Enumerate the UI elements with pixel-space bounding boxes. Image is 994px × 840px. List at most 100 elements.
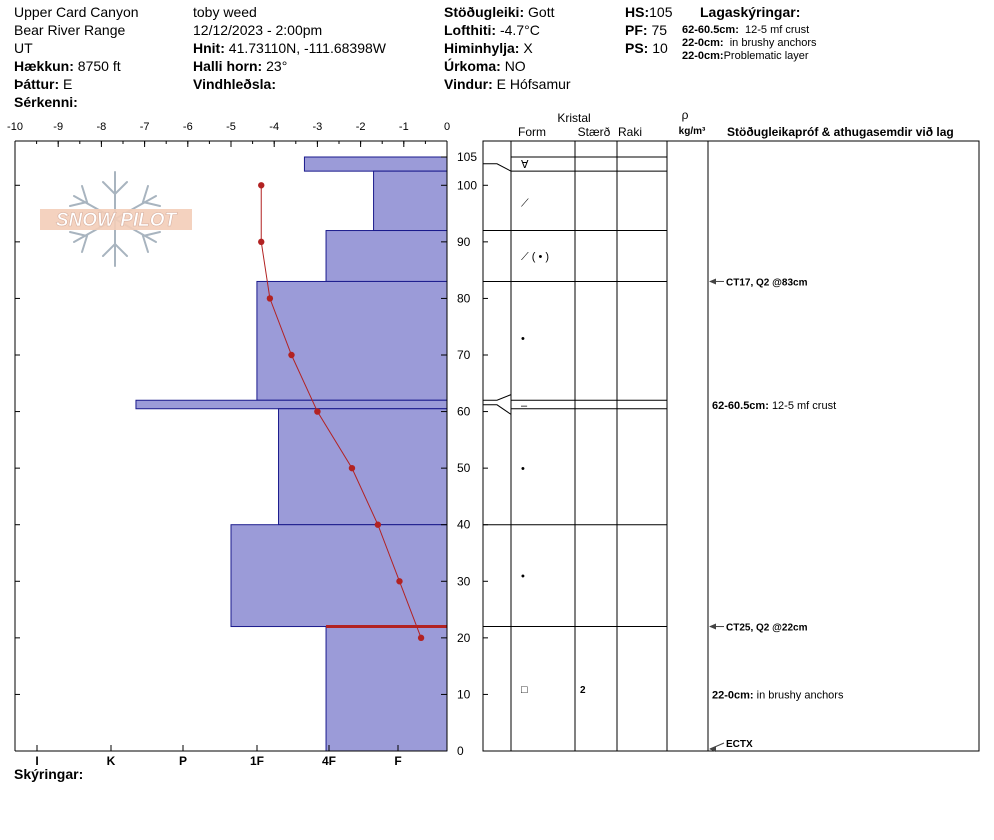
hardness-tick-label: K xyxy=(107,754,116,768)
hardness-tick-label: 4F xyxy=(322,754,336,768)
ps-value: 10 xyxy=(652,40,668,56)
depth-tick-label: 10 xyxy=(457,687,471,701)
observer-name: toby weed xyxy=(193,4,257,20)
density-header: kg/m³ xyxy=(679,126,706,137)
depth-tick-label: 70 xyxy=(457,348,471,362)
crystal-symbols: ∀ ⟋ ⟋ ( • ) • – • • □ 2 xyxy=(521,159,586,696)
hardness-bar xyxy=(135,399,448,410)
hardness-bar xyxy=(303,156,448,172)
depth-tick-label: 0 xyxy=(457,744,464,758)
temp-tick-label: -1 xyxy=(399,121,409,133)
precip-label: Úrkoma: xyxy=(444,58,501,74)
crystal-form-symbol: □ xyxy=(521,684,528,696)
coords-value: 41.73110N, -111.68398W xyxy=(228,40,387,56)
crystal-form-symbol: ⟋ ( • ) xyxy=(521,251,549,263)
temp-tick-label: 0 xyxy=(444,121,450,133)
wind-loading-row: Vindhleðsla: xyxy=(193,75,276,93)
depth-tick-label: 60 xyxy=(457,405,471,419)
coords-row: Hnit: 41.73110N, -111.68398W xyxy=(193,39,386,57)
layer-note: 22-0cm:Problematic layer xyxy=(682,50,809,62)
annotation-text: CT25, Q2 @22cm xyxy=(726,623,808,634)
slope-value: 23° xyxy=(266,58,288,74)
snowpilot-logo: SNOW PILOT xyxy=(40,171,192,267)
sky-value: X xyxy=(523,40,533,56)
crystal-form-symbol: • xyxy=(521,463,525,475)
sky-label: Himinhylja: xyxy=(444,40,520,56)
state-name: UT xyxy=(14,40,33,56)
hardness-bar xyxy=(230,524,448,628)
annotation-arrow-head xyxy=(709,278,716,285)
layer-note: 22-0cm: in brushy anchors xyxy=(682,37,817,49)
temperature-point xyxy=(258,182,265,189)
layer-note: 62-60.5cm: 12-5 mf crust xyxy=(682,24,810,36)
ps-row: PS: 10 xyxy=(625,39,668,57)
range-name: Bear River Range xyxy=(14,22,126,38)
temp-tick-label: -7 xyxy=(140,121,150,133)
depth-tick-label: 90 xyxy=(457,235,471,249)
annotation-arrow-head xyxy=(709,623,716,630)
crystal-form-symbol: • xyxy=(521,571,525,583)
temp-tick-label: -2 xyxy=(356,121,366,133)
temp-tick-label: -3 xyxy=(313,121,323,133)
tests-header: Stöðugleikapróf & athugasemdir við lag xyxy=(727,125,954,139)
chart-axes: -10 -9 -8 -7 -6 -5 -4 -3 -2 -1 0010203040506070809… xyxy=(7,121,477,768)
pf-row: PF: 75 xyxy=(625,21,667,39)
precip-row: Úrkoma: NO xyxy=(444,57,526,75)
temp-tick-label: -9 xyxy=(53,121,63,133)
temperature-point xyxy=(258,238,265,246)
depth-tick-label: 100 xyxy=(457,178,477,192)
annotation-text: CT17, Q2 @83cm xyxy=(726,277,808,288)
layer-connector-line xyxy=(483,394,512,401)
elevation-label: Hækkun: xyxy=(14,58,74,74)
sky-row: Himinhylja: X xyxy=(444,39,533,57)
hardness-tick-label: I xyxy=(35,754,38,768)
depth-tick-label: 80 xyxy=(457,291,471,305)
stability-row: Stöðugleiki: Gott xyxy=(444,3,554,21)
aspect-row: Þáttur: E xyxy=(14,75,72,93)
rho-header: ρ xyxy=(682,108,689,122)
temp-tick-label: -6 xyxy=(183,121,193,133)
crystal-form-symbol: – xyxy=(521,400,528,412)
slope-label: Halli horn: xyxy=(193,58,263,74)
crystal-size-value: 2 xyxy=(580,685,586,696)
logo-text: SNOW PILOT xyxy=(56,210,178,231)
annotation-range: 22-0cm: xyxy=(712,689,757,701)
crystal-header: Kristal xyxy=(557,111,590,125)
annotation-detail: in brushy anchors xyxy=(757,689,844,701)
hs-value: 105 xyxy=(649,4,673,20)
wind-value: E Hófsamur xyxy=(496,76,571,92)
layer-table xyxy=(482,140,980,752)
size-header: Stærð xyxy=(578,125,611,139)
hs-label: HS: xyxy=(625,4,650,20)
coords-label: Hnit: xyxy=(193,40,225,56)
hs-row: HS:105 xyxy=(625,3,672,21)
pf-label: PF: xyxy=(625,22,648,38)
moisture-header: Raki xyxy=(618,125,642,139)
stability-label: Stöðugleiki: xyxy=(444,4,525,20)
annotation-detail: 12-5 mf crust xyxy=(772,400,836,412)
temperature-point xyxy=(314,408,321,415)
pf-value: 75 xyxy=(651,22,668,38)
aspect-value: E xyxy=(63,76,73,92)
elevation-row: Hækkun: 8750 ft xyxy=(14,57,121,75)
annotation-text: 22-0cm: in brushy anchors xyxy=(712,689,844,701)
temp-tick-label: -4 xyxy=(269,121,279,133)
temperature-point xyxy=(266,295,274,302)
hardness-tick-label: F xyxy=(394,754,401,768)
precip-value: NO xyxy=(504,58,526,74)
ps-label: PS: xyxy=(625,40,649,56)
depth-tick-label: 40 xyxy=(457,518,471,532)
hardness-bar xyxy=(256,280,448,401)
temperature-point xyxy=(288,351,295,359)
wind-loading-label: Vindhleðsla: xyxy=(193,76,276,92)
temperature-point xyxy=(348,464,356,472)
hardness-tick-label: 1F xyxy=(250,754,264,768)
airtemp-value: -4.7°C xyxy=(499,22,540,38)
airtemp-label: Lofthiti: xyxy=(444,22,497,38)
aspect-label: Þáttur: xyxy=(14,76,60,92)
hardness-bar xyxy=(325,230,448,282)
depth-tick-label: 30 xyxy=(457,574,471,588)
annotation-text: ECTX xyxy=(726,739,753,750)
annotation-range: 62-60.5cm: xyxy=(712,400,772,412)
